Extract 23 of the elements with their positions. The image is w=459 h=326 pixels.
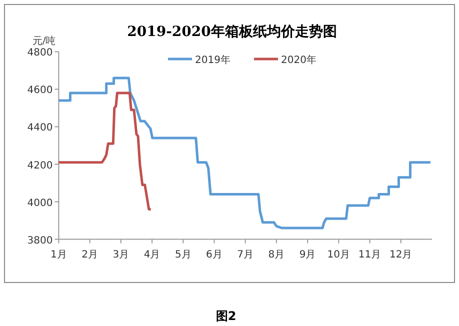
legend-label: 2020年 — [281, 54, 316, 66]
x-tick-label: 6月 — [206, 249, 222, 260]
x-tick-label: 1月 — [50, 249, 67, 260]
ylabel: 元/吨 — [32, 36, 56, 47]
y-tick-label: 4400 — [27, 122, 53, 134]
x-tick-label: 7月 — [237, 249, 254, 260]
x-tick-label: 12月 — [390, 249, 412, 260]
legend-label: 2019年 — [195, 54, 230, 66]
y-tick-label: 4600 — [27, 85, 53, 96]
x-tick-label: 11月 — [358, 249, 382, 260]
title: 2019-2020年箱板纸均价走势图 — [127, 24, 337, 40]
y-tick-label: 4800 — [27, 48, 53, 59]
x-tick-label: 5月 — [174, 249, 192, 260]
x-tick-label: 10月 — [327, 249, 350, 260]
x-tick-label: 9月 — [299, 249, 316, 260]
y-tick-label: 4000 — [27, 198, 53, 209]
x-tick-label: 2月 — [82, 249, 98, 260]
annotation: 图2 — [216, 309, 236, 323]
x-tick-label: 8月 — [268, 249, 285, 260]
y-tick-label: 3800 — [27, 235, 53, 246]
x-tick-label: 3月 — [112, 249, 130, 260]
x-tick-label: 4月 — [144, 249, 160, 260]
y-tick-label: 4200 — [27, 160, 53, 172]
